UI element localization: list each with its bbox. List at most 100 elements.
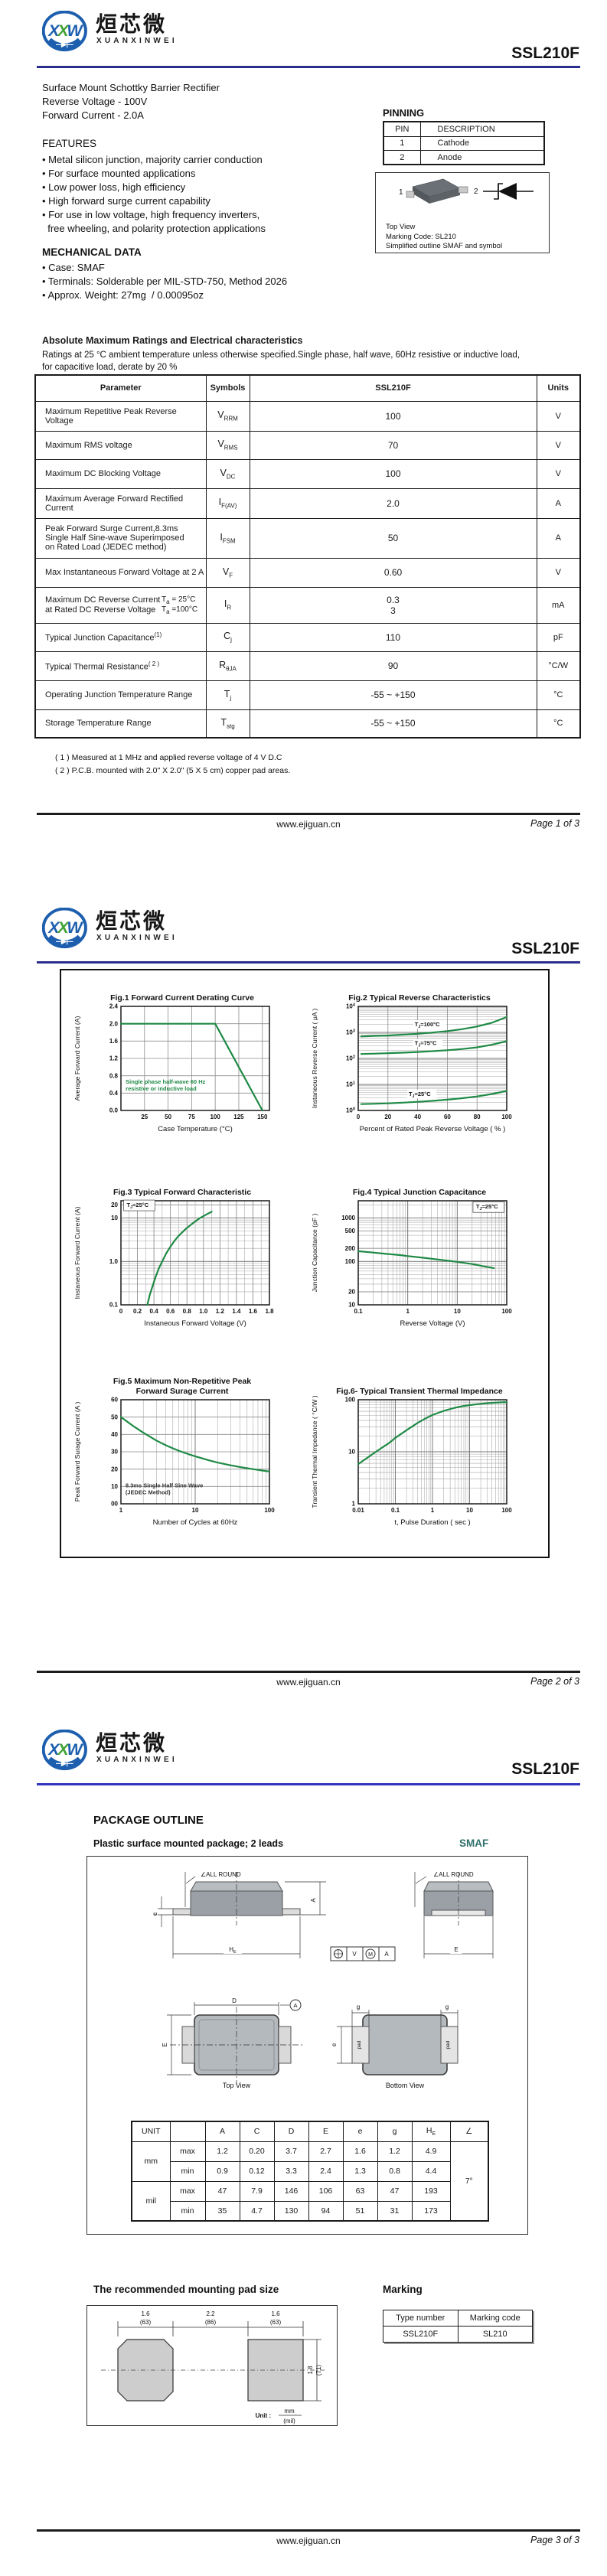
dim-value: 0.8 xyxy=(377,2160,413,2182)
dim-value: 4.4 xyxy=(411,2160,451,2182)
fig1-ytick: 1.6 xyxy=(109,1038,119,1045)
ratings-symbol: IR xyxy=(205,586,250,624)
fig4-xtick: 100 xyxy=(501,1308,512,1315)
datum-label: A xyxy=(293,2002,297,2009)
fig5-annotation: (JEDEC Method) xyxy=(126,1489,171,1495)
ratings-value: 2.0 xyxy=(249,487,537,519)
dim-row-label: min xyxy=(169,2200,206,2222)
pin-row: 2 Anode xyxy=(383,150,545,165)
footer-rule-3 xyxy=(37,2529,580,2532)
pin-col-header: PIN xyxy=(383,121,421,137)
ratings-unit: V xyxy=(536,400,581,432)
ratings-parameter: Typical Thermal Resistance( 2 ) xyxy=(34,651,207,681)
fig4-annotation: TJ=25°C xyxy=(476,1203,498,1211)
ratings-parameter: Typical Junction Capacitance(1) xyxy=(34,622,207,652)
pad-dim-right-value: 1.8 xyxy=(307,2366,314,2375)
package-terminal-right xyxy=(458,186,468,194)
pad-unit-bottom: (mil) xyxy=(283,2418,295,2424)
fig2-ytick: 104 xyxy=(346,1003,356,1010)
fig3-ytick: 1.0 xyxy=(109,1258,119,1265)
mechanical-list: • Case: SMAF • Terminals: Solderable per … xyxy=(42,261,287,302)
fig2-xtick: 40 xyxy=(414,1114,421,1120)
features-list-line: • For surface mounted applications xyxy=(42,168,196,179)
fig5-ytick: 60 xyxy=(111,1397,118,1404)
fig2-tj-100c-label: TJ=100°C xyxy=(415,1021,440,1029)
subtitle-block-line: Reverse Voltage - 100V xyxy=(42,96,148,107)
ratings-unit: V xyxy=(536,458,581,489)
fig3-ytick: 0.1 xyxy=(109,1302,119,1309)
sideview1-lead-right xyxy=(282,1908,301,1916)
ratings-value: 110 xyxy=(249,622,537,652)
mechanical-list-line: • Case: SMAF xyxy=(42,262,105,273)
features-list-line: • Low power loss, high efficiency xyxy=(42,181,186,193)
bottomview-pad-right xyxy=(440,2026,459,2064)
ratings-unit: A xyxy=(536,487,581,519)
footer-website-2[interactable]: www.ejiguan.cn xyxy=(276,1677,341,1687)
fig4-plot: 0.1 1 10 100 10 20 100 200 500 1000 TJ=25°C Reverse… xyxy=(311,1200,512,1328)
ratings-row: Maximum RMS voltage VRMS 70 V xyxy=(34,430,581,460)
features-heading: FEATURES xyxy=(42,138,97,149)
fig2-plot-border xyxy=(357,1006,507,1111)
pad-dim-2-value: 2.2 xyxy=(206,2310,215,2317)
ratings-row: Max Instantaneous Forward Voltage at 2 A… xyxy=(34,557,581,588)
brand-name-en: XUANXINWEI xyxy=(96,934,178,942)
allround-label-1: ∠ALL ROUND xyxy=(201,1871,241,1878)
dim-g-label-1: g xyxy=(357,2004,360,2010)
dim-value: 146 xyxy=(273,2180,309,2202)
footer-website-3[interactable]: www.ejiguan.cn xyxy=(276,2535,341,2546)
features-list-line: • For use in low voltage, high frequency… xyxy=(42,209,260,220)
footer-page-1: Page 1 of 3 xyxy=(530,818,579,829)
mechanical-heading: MECHANICAL DATA xyxy=(42,246,142,258)
brand-name-cn: 烜芯微 xyxy=(96,12,168,36)
ratings-table: Parameter Symbols SSL210F Units Maximum Repe… xyxy=(34,374,581,739)
fig2-xtick: 20 xyxy=(384,1114,391,1120)
brand-logo-mark: XXW xyxy=(41,1729,87,1771)
ratings-notes-line: ( 2 ) P.C.B. mounted with 2.0" X 2.0" (5… xyxy=(55,765,291,775)
fig5-ytick: 50 xyxy=(111,1414,118,1420)
footer-website-1[interactable]: www.ejiguan.cn xyxy=(276,819,341,830)
fig2-ytick: 100 xyxy=(346,1107,355,1114)
ratings-row: Storage Temperature Range Tstg -55 ~ +150 °… xyxy=(34,709,581,739)
fig3-annotation: TJ=25°C xyxy=(127,1202,149,1210)
part-number: SSL210F xyxy=(511,44,579,62)
pad-right-shape xyxy=(247,2339,304,2402)
fig6-xtick: 100 xyxy=(501,1507,512,1514)
pin-description: Anode xyxy=(419,150,545,165)
dim-col-header: ∠ xyxy=(449,2121,489,2142)
figure-fig4: Fig.4 Typical Junction Capacitance 0.1 1 10… xyxy=(305,1180,534,1335)
package-captions: Top View Marking Code: SL210 Simplified ou… xyxy=(376,223,549,252)
ratings-unit: °C xyxy=(536,709,581,739)
mounting-pad-heading: The recommended mounting pad size xyxy=(93,2284,279,2295)
fig1-ytick: 0.0 xyxy=(109,1107,119,1114)
package-captions-line: Simplified outline SMAF and symbol xyxy=(386,242,503,250)
marking-value: SL210 xyxy=(457,2326,533,2343)
dim-value: 63 xyxy=(342,2180,378,2202)
subtitle-block-line: Surface Mount Schottky Barrier Rectifier xyxy=(42,82,220,93)
fig5-xtick: 1 xyxy=(119,1507,123,1514)
dim-value: 4.9 xyxy=(411,2141,451,2162)
fig1-derating-curve-curve xyxy=(119,1022,263,1112)
fig2-tj-75c-curve xyxy=(360,1040,508,1055)
pad-dim-1-value: 1.6 xyxy=(141,2310,150,2317)
fig6-xtick: 0.01 xyxy=(352,1507,364,1514)
fig4-ytick: 500 xyxy=(345,1228,356,1234)
ratings-value: 90 xyxy=(249,651,537,681)
dim-col-header: D xyxy=(273,2121,309,2142)
fig2-plot: 0 20 40 60 80 100 100 101 102 103 104 TJ=100°C TJ=75… xyxy=(311,1003,512,1133)
dim-col-header: A xyxy=(204,2121,240,2142)
features-list-line: free wheeling, and polarity protection a… xyxy=(42,223,266,234)
ratings-value: -55 ~ +150 xyxy=(249,680,537,710)
ratings-row: Operating Junction Temperature Range Tj -5… xyxy=(34,680,581,710)
brand-name-cn: 烜芯微 xyxy=(96,1731,168,1755)
dim-unit-mm: mm xyxy=(131,2141,171,2182)
fig4-xtick: 1 xyxy=(406,1308,410,1315)
fig6-xlabel: t, Pulse Duration ( sec ) xyxy=(394,1518,470,1527)
package-name: SMAF xyxy=(459,1837,489,1849)
dim-value: 1.6 xyxy=(342,2141,378,2162)
dim-value: 31 xyxy=(377,2200,413,2222)
fig2-xtick: 0 xyxy=(357,1114,361,1120)
fig5-ytick: 30 xyxy=(111,1449,118,1456)
svg-text:XXW: XXW xyxy=(47,918,83,937)
fig1-xtick: 150 xyxy=(257,1114,268,1120)
ratings-unit: °C/W xyxy=(536,651,581,681)
